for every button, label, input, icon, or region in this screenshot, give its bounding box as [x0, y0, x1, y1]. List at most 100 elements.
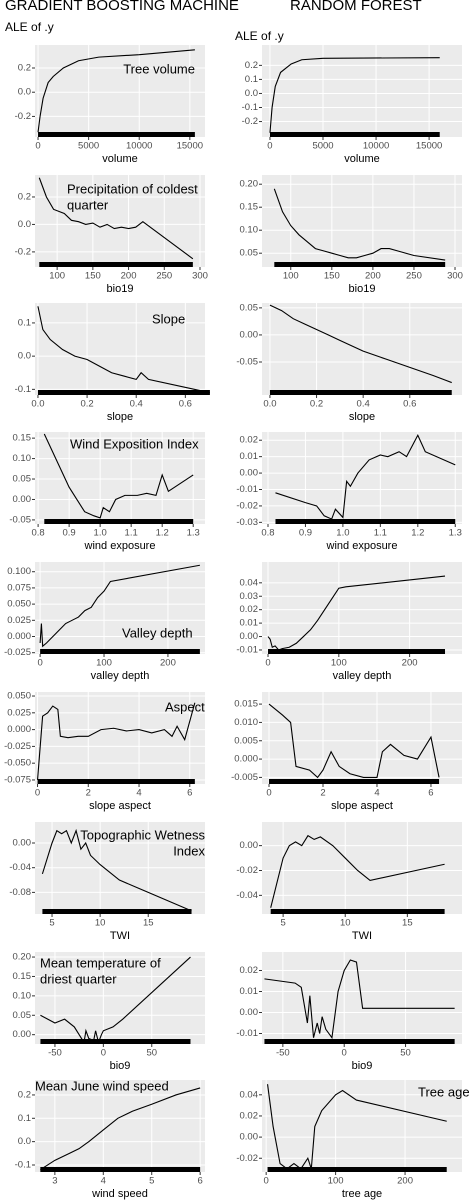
- y-tick-label: 0.01: [240, 618, 259, 629]
- x-tick-label: 0.0: [31, 399, 44, 410]
- plot-background: [262, 692, 462, 784]
- x-tick-label: 15000: [416, 141, 442, 152]
- x-tick-label: 1.0: [336, 528, 349, 539]
- annotation: Valley depth: [122, 625, 193, 640]
- x-tick-label: 6: [187, 788, 192, 799]
- x-tick-label: 1.3: [187, 528, 200, 539]
- y-tick-label: 0.015: [234, 699, 258, 710]
- y-axis-label: ALE of .y: [235, 29, 284, 43]
- ale-line: [267, 575, 446, 651]
- x-axis-label: wind exposure: [84, 540, 156, 552]
- y-tick-label: 0.050: [7, 599, 31, 610]
- ale-line: [270, 834, 445, 908]
- annotation: Mean temperature of: [40, 955, 161, 970]
- x-tick-label: 150: [324, 271, 340, 282]
- x-tick-label: 250: [156, 271, 172, 282]
- y-tick-label: 0.10: [240, 225, 259, 236]
- x-tick-label: 4: [136, 788, 141, 799]
- y-tick-label: 0.000: [7, 631, 31, 642]
- y-tick-label: 0.00: [240, 1132, 259, 1143]
- ale-line: [40, 956, 191, 1045]
- x-tick-label: 0.6: [179, 399, 192, 410]
- x-tick-label: 150: [85, 271, 101, 282]
- rug: [44, 519, 194, 524]
- y-tick-label: 0.005: [234, 735, 258, 746]
- plot-background: [35, 952, 205, 1044]
- rug: [268, 649, 446, 654]
- plot-background: [262, 303, 462, 395]
- y-tick-label: -0.01: [236, 1028, 258, 1039]
- x-tick-label: 1.3: [449, 528, 462, 539]
- y-tick-label: 0.00: [13, 838, 32, 849]
- x-axis-label: bio19: [349, 283, 376, 295]
- x-tick-label: -50: [48, 1048, 62, 1059]
- y-tick-label: 0.00: [240, 1007, 259, 1018]
- y-tick-label: 0.050: [7, 691, 31, 702]
- rug: [270, 909, 445, 914]
- x-tick-label: 200: [402, 658, 418, 669]
- x-tick-label: 0.6: [403, 399, 416, 410]
- ale-line: [269, 57, 440, 133]
- x-tick-label: 0: [267, 141, 272, 152]
- y-tick-label: -0.01: [236, 484, 258, 495]
- plot-background: [262, 45, 462, 137]
- y-tick-label: -0.2: [242, 116, 258, 127]
- y-tick-label: 0.1: [18, 1113, 31, 1124]
- x-axis-label: tree age: [342, 1188, 382, 1200]
- x-tick-label: 50: [400, 1048, 411, 1059]
- ale-line: [269, 304, 452, 384]
- x-tick-label: 100: [96, 658, 112, 669]
- x-axis-label: valley depth: [333, 670, 392, 682]
- x-tick-label: 0: [35, 141, 40, 152]
- x-tick-label: 3: [52, 1176, 57, 1187]
- y-tick-label: 0.04: [240, 1089, 259, 1100]
- plot-background: [35, 45, 205, 137]
- y-tick-label: 0.0: [18, 87, 31, 98]
- x-tick-label: 100: [331, 658, 347, 669]
- x-tick-label: 15: [143, 918, 154, 929]
- x-tick-label: 5: [280, 918, 285, 929]
- y-tick-label: 0.00: [240, 468, 259, 479]
- ale-line: [275, 434, 456, 520]
- x-axis-label: TWI: [110, 930, 130, 942]
- y-tick-label: 0.2: [18, 1089, 31, 1100]
- ale-line: [37, 49, 195, 133]
- x-tick-label: 0.4: [130, 399, 143, 410]
- x-axis-label: bio19: [107, 283, 134, 295]
- y-tick-label: 0.025: [7, 707, 31, 718]
- rug: [269, 779, 440, 784]
- x-axis-label: bio9: [110, 1060, 131, 1072]
- y-tick-label: 0.0: [18, 351, 31, 362]
- y-tick-label: -0.04: [9, 862, 31, 873]
- annotation: driest quarter: [40, 971, 117, 986]
- x-tick-label: 0: [101, 1048, 106, 1059]
- y-tick-label: -0.050: [4, 758, 31, 769]
- y-tick-label: 0.1: [245, 74, 258, 85]
- x-tick-label: 0.9: [299, 528, 312, 539]
- y-tick-label: 0.1: [18, 317, 31, 328]
- y-tick-label: -0.1: [242, 102, 258, 113]
- x-tick-label: 15000: [177, 141, 203, 152]
- x-tick-label: 1.2: [156, 528, 169, 539]
- x-tick-label: 0.2: [310, 399, 323, 410]
- annotation: Slope: [152, 311, 185, 326]
- y-tick-label: -0.01: [236, 644, 258, 655]
- x-tick-label: 5: [49, 918, 54, 929]
- x-axis-label: volume: [344, 153, 379, 165]
- ale-line: [37, 306, 211, 394]
- y-tick-label: 0.00: [13, 1029, 32, 1040]
- x-tick-label: 200: [365, 271, 381, 282]
- rug: [38, 132, 195, 137]
- y-tick-label: 0.00: [240, 631, 259, 642]
- y-tick-label: 0.00: [240, 840, 259, 851]
- x-tick-label: 0.0: [263, 399, 276, 410]
- y-tick-label: 0.2: [245, 60, 258, 71]
- y-tick-label: -0.1: [15, 1160, 31, 1171]
- x-tick-label: 2: [86, 788, 91, 799]
- x-tick-label: 6: [428, 788, 433, 799]
- y-tick-label: 0.0: [18, 1136, 31, 1147]
- rug: [40, 1039, 191, 1044]
- y-tick-label: 0.01: [240, 451, 259, 462]
- x-tick-label: 200: [397, 1176, 413, 1187]
- ale-line: [273, 188, 446, 261]
